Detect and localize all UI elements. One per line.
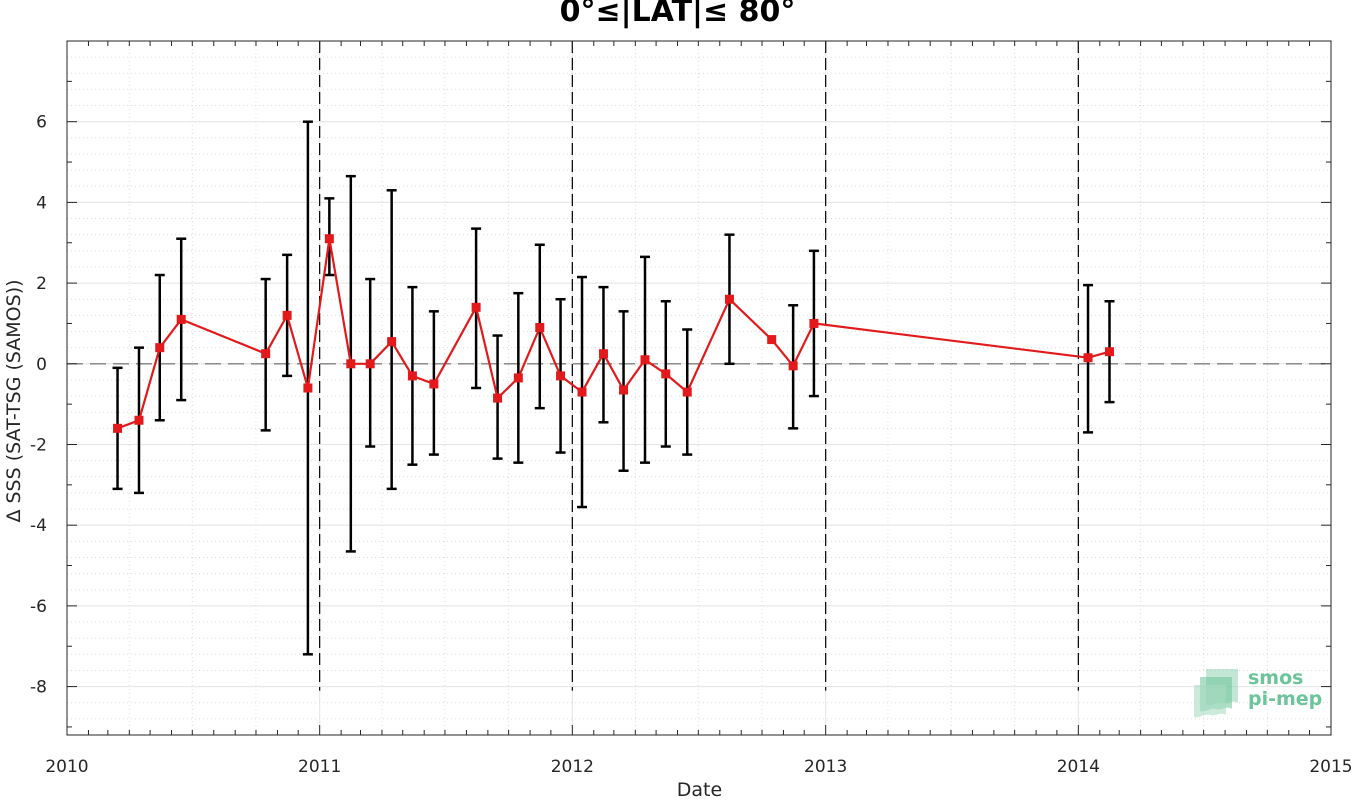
data-point-marker [619,385,629,395]
data-point-marker [155,343,165,353]
data-point-marker [134,415,144,425]
data-point-marker [365,359,375,369]
y-tick-label: 0 [36,355,47,375]
axis-ticks [66,41,1332,735]
y-tick-label: 2 [36,274,47,294]
plot-frame [66,40,1332,736]
data-point-marker [1104,347,1114,357]
data-point-marker [640,355,650,365]
chart-title: 0°≤|LAT|≤ 80° [559,0,796,29]
data-point-marker [346,359,356,369]
y-tick-label: -4 [30,516,47,536]
x-tick-label: 2015 [1309,757,1352,777]
error-bars [112,120,1115,656]
data-point-marker [809,318,819,328]
data-point-marker [176,314,186,324]
data-point-marker [724,294,734,304]
data-point-marker [387,337,397,347]
data-point-marker [513,373,523,383]
y-tick-label: -2 [30,435,47,455]
major-grid [66,41,1332,735]
y-tick-label: 6 [36,113,47,133]
x-tick-label: 2014 [1057,757,1100,777]
data-point-marker [598,349,608,359]
data-point-marker [471,302,481,312]
data-point-marker [682,387,692,397]
x-tick-label: 2011 [298,757,341,777]
data-point-marker [661,369,671,379]
x-axis-label: Date [676,779,723,801]
data-point-marker [577,387,587,397]
series-line [117,237,1110,430]
data-point-marker [493,393,503,403]
data-point-marker [261,349,271,359]
logo-text-pi-mep: pi-mep [1248,688,1323,710]
data-point-marker [535,322,545,332]
data-point-marker [556,371,566,381]
minor-grid [67,41,1331,735]
y-tick-label: -8 [30,678,47,698]
tick-labels: -8 -6 -4 -2 0 2 4 6 2010 2011 2012 2013 2014 2015 [30,113,1353,777]
y-tick-label: -6 [30,597,47,617]
data-point-marker [1083,353,1093,363]
data-point-marker [324,234,334,244]
data-point-marker [767,335,777,345]
data-point-marker [113,423,123,433]
y-tick-label: 4 [36,193,47,213]
year-boundary-lines [319,41,1079,691]
data-point-marker [303,383,313,393]
data-point-marker [788,361,798,371]
series-markers [113,234,1114,433]
data-series-line [117,237,1110,430]
logo-text-smos: smos [1248,667,1304,689]
axes-box [66,40,1332,736]
data-point-marker [429,379,439,389]
smos-pi-mep-logo: smos pi-mep [1192,665,1332,719]
y-axis-label: Δ SSS (SAT-TSG (SAMOS)) [3,279,25,523]
data-point-marker [282,310,292,320]
x-tick-label: 2013 [804,757,847,777]
x-tick-label: 2010 [45,757,88,777]
data-point-marker [407,371,417,381]
x-tick-label: 2012 [551,757,594,777]
waves-logo-icon [1194,669,1238,718]
